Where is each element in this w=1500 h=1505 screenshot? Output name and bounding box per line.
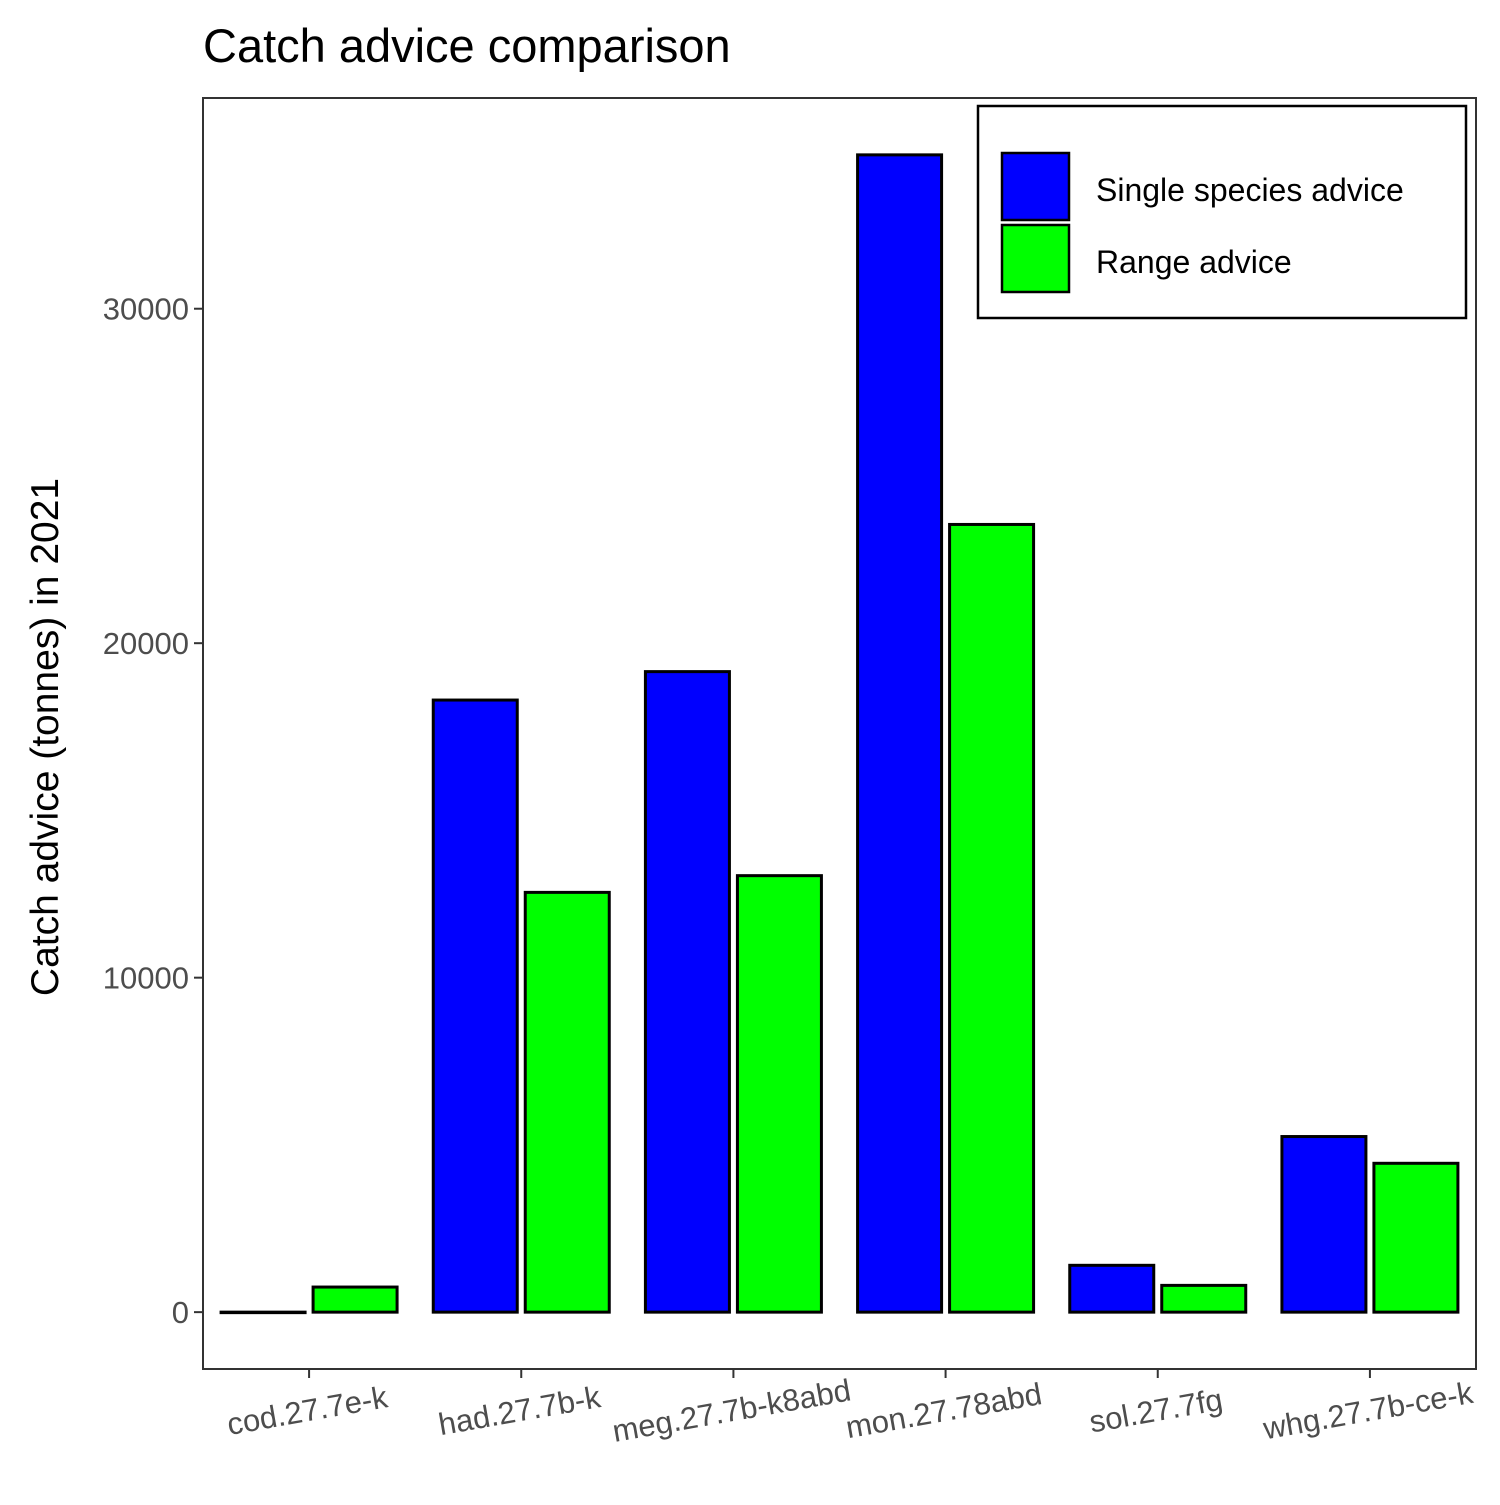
legend: Single species advice Range advice bbox=[976, 104, 1468, 320]
bar-single-species-5 bbox=[1280, 1135, 1368, 1314]
legend-swatch-single-species bbox=[1000, 151, 1071, 222]
bar-range-4 bbox=[1160, 1283, 1248, 1314]
legend-swatch-range bbox=[1000, 223, 1071, 294]
bars-layer bbox=[219, 153, 1460, 1315]
bar-single-species-4 bbox=[1068, 1263, 1156, 1314]
x-tick-label: whg.27.7b-ce-k bbox=[1260, 1375, 1476, 1447]
y-tick-label: 20000 bbox=[103, 626, 189, 661]
bar-single-species-2 bbox=[643, 670, 731, 1314]
y-axis-label: Catch advice (tonnes) in 2021 bbox=[24, 478, 67, 996]
legend-label-range: Range advice bbox=[1096, 244, 1292, 280]
bar-range-0 bbox=[311, 1285, 399, 1314]
bar-range-1 bbox=[523, 890, 611, 1314]
bar-range-2 bbox=[735, 874, 823, 1314]
bar-single-species-1 bbox=[431, 698, 519, 1314]
x-tick-label: mon.27.78abd bbox=[843, 1376, 1044, 1445]
x-tick-label: sol.27.7fg bbox=[1087, 1382, 1225, 1440]
bar-single-species-0 bbox=[219, 1310, 307, 1315]
legend-label-single-species: Single species advice bbox=[1096, 172, 1404, 208]
bar-single-species-3 bbox=[856, 153, 944, 1314]
bar-range-5 bbox=[1372, 1161, 1460, 1314]
x-tick-label: cod.27.7e-k bbox=[224, 1379, 390, 1442]
y-tick-label: 0 bbox=[172, 1295, 189, 1330]
y-tick-label: 30000 bbox=[103, 292, 189, 327]
bar-range-3 bbox=[948, 522, 1036, 1314]
x-tick-label: meg.27.7b-k8abd bbox=[610, 1372, 854, 1448]
y-tick-label: 10000 bbox=[103, 961, 189, 996]
chart-title: Catch advice comparison bbox=[203, 19, 731, 72]
x-tick-label: had.27.7b-k bbox=[436, 1379, 604, 1442]
x-axis: cod.27.7e-k had.27.7b-k meg.27.7b-k8abdmon… bbox=[224, 1369, 1476, 1449]
y-axis: 0 10000 20000 30000 bbox=[103, 292, 203, 1330]
